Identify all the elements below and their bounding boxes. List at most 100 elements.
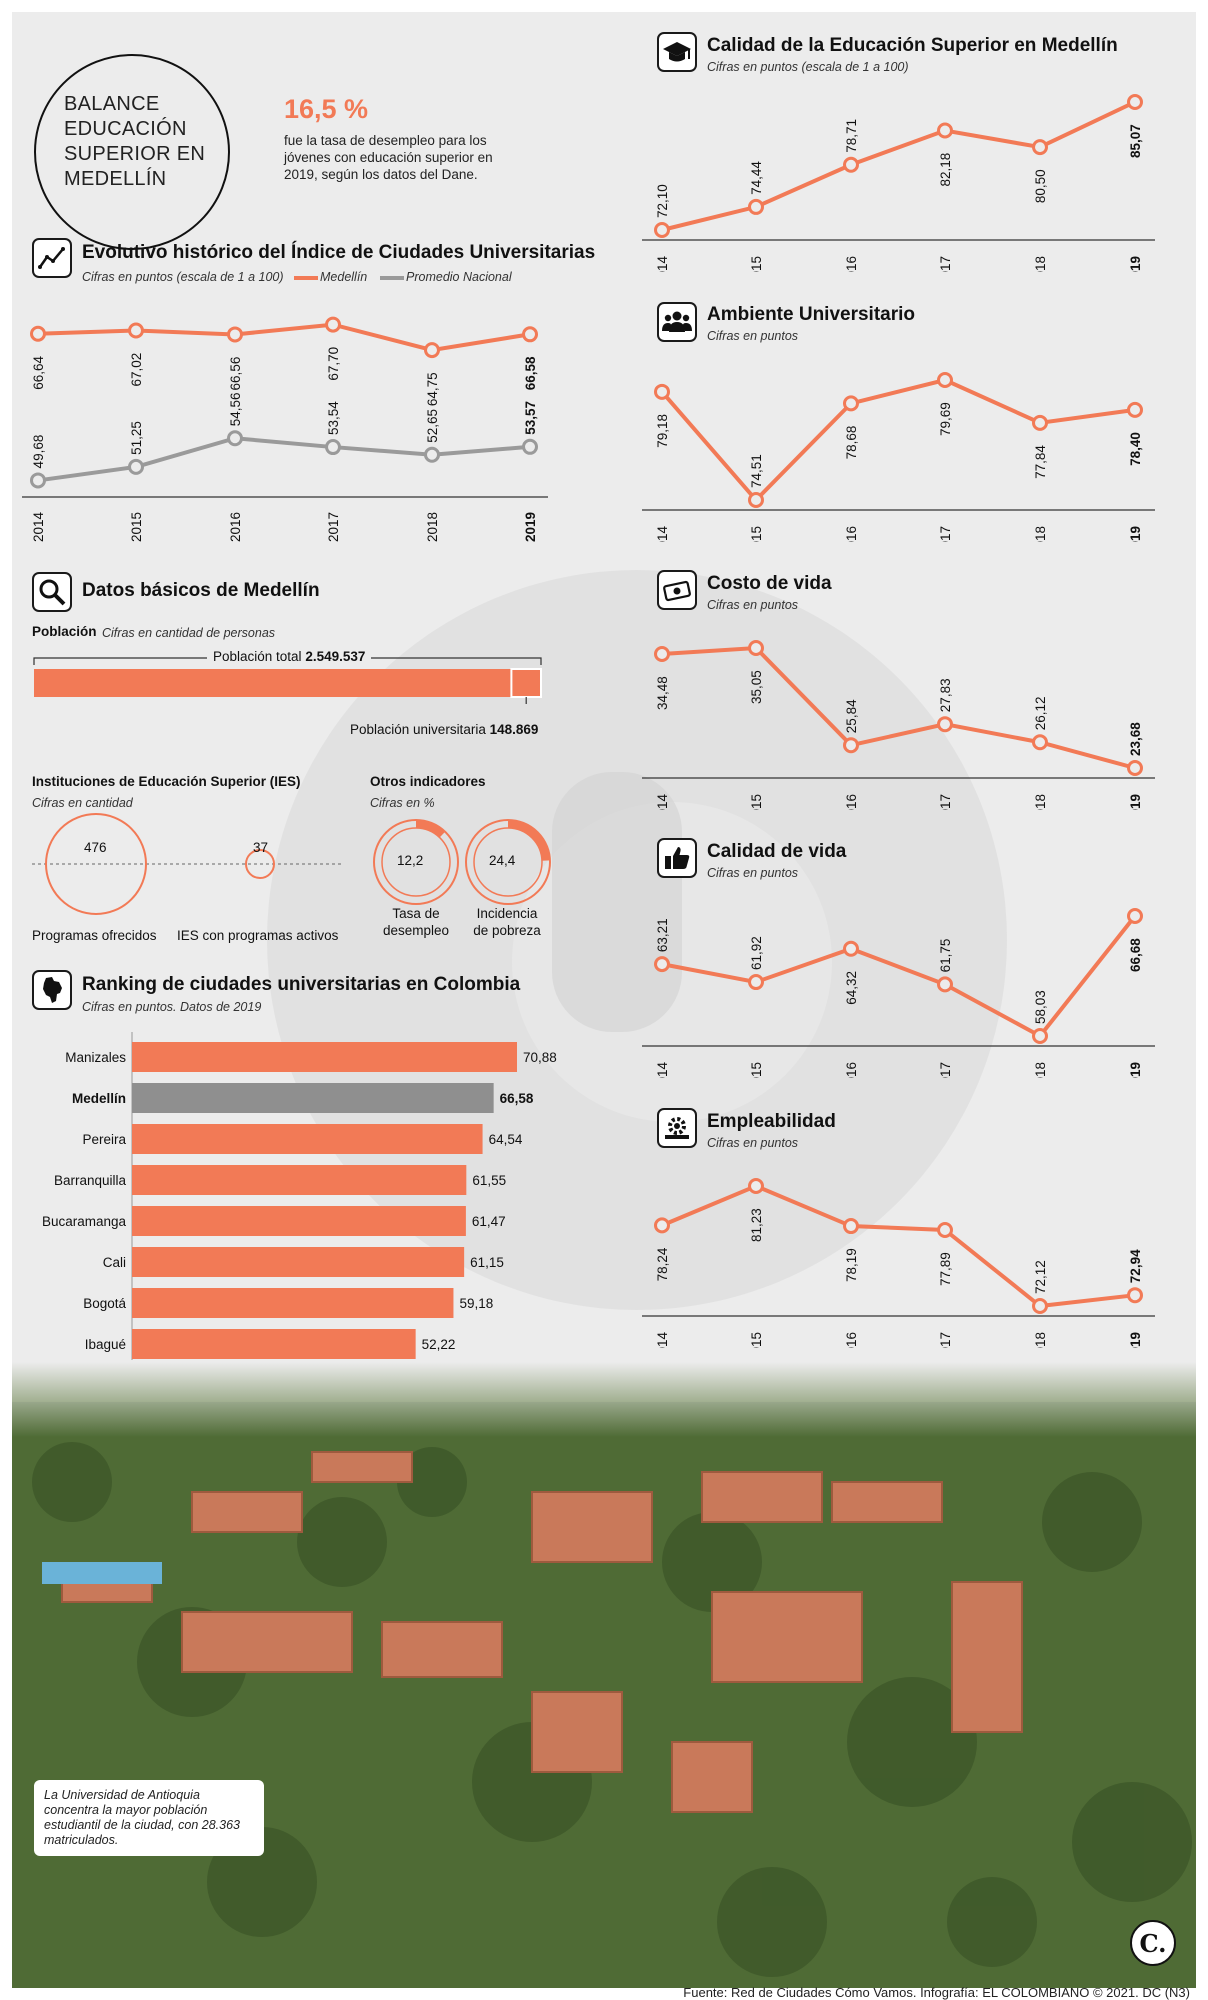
poblacion-universitaria-value: 148.869 (489, 722, 539, 737)
calidad-year-label-2015: 2015 (749, 256, 764, 272)
poblacion-universitaria-text: Población universitaria 148.869 (350, 722, 538, 737)
empleabilidad-point-2017 (937, 1221, 953, 1238)
source-credit: Fuente: Red de Ciudades Cómo Vamos. Info… (683, 1985, 1190, 2000)
evolutivo-point-nacional-2019 (522, 438, 538, 455)
calidadvida-value-label-2014: 63,21 (655, 918, 670, 952)
evolutivo-point-medellin-2018 (424, 342, 440, 359)
costo-point-2015 (748, 640, 764, 656)
costo-year-label-2015: 2015 (749, 794, 764, 810)
people-icon (657, 302, 697, 342)
poblacion-total-bar (34, 669, 541, 697)
evolutivo-subtitle: Cifras en puntos (escala de 1 a 100) (82, 270, 284, 284)
calidad-year-label-2014: 2014 (655, 255, 670, 272)
photo-caption: La Universidad de Antioquia concentra la… (34, 1780, 264, 1856)
ranking-value-Bucaramanga: 61,47 (472, 1214, 506, 1229)
otros-subtitle: Cifras en % (370, 796, 435, 810)
costo-value-label-2019: 23,68 (1128, 722, 1143, 756)
calidadvida-year-label-2018: 2018 (1033, 1062, 1048, 1078)
ambiente-year-label-2018: 2018 (1033, 526, 1048, 542)
ambiente-value-label-2018: 77,84 (1033, 445, 1048, 479)
evolutivo-year-label-2016: 2016 (228, 512, 243, 542)
evolutivo-line-medellin (37, 322, 531, 353)
calidad-year-label-2018: 2018 (1033, 256, 1048, 272)
programas-label: Programas ofrecidos (32, 928, 157, 943)
ies-circle (245, 849, 275, 879)
costo-year-label-2014: 2014 (655, 793, 670, 810)
costo-value-label-2017: 27,83 (938, 678, 953, 712)
ranking-title: Ranking de ciudades universitarias en Co… (82, 974, 521, 995)
datos-title: Datos básicos de Medellín (82, 580, 320, 601)
desempleo-value: 12,2 (397, 853, 424, 868)
ranking-category-Manizales: Manizales (65, 1050, 126, 1065)
calidadvida-chart: 63,21 2014 61,92 2015 64,32 2016 61,75 2017 58,0… (642, 908, 1155, 1078)
calidadvida-value-label-2016: 64,32 (844, 971, 859, 1005)
calidad-value-label-2018: 80,50 (1033, 169, 1048, 203)
ambiente-year-label-2015: 2015 (749, 526, 764, 542)
costo-year-label-2017: 2017 (938, 794, 953, 810)
ambiente-point-2016 (843, 395, 859, 412)
costo-year-label-2019: 2019 (1128, 794, 1143, 810)
evolutivo-point-medellin-2016 (227, 326, 243, 343)
calidad-subtitle: Cifras en puntos (escala de 1 a 100) (707, 60, 909, 74)
evolutivo-point-medellin-2019 (522, 326, 538, 343)
gears-icon (657, 1108, 697, 1148)
infographic-title: BALANCE EDUCACIÓN SUPERIOR EN MEDELLÍN (64, 93, 206, 190)
empleabilidad-series-line (661, 1183, 1136, 1309)
poblacion-total-text: Población total 2.549.537 (207, 649, 372, 664)
pobreza-donut-arc (507, 820, 550, 861)
ies-title: Instituciones de Educación Superior (IES… (32, 774, 301, 789)
calidad-series-line (661, 100, 1136, 232)
costo-title: Costo de vida (707, 573, 832, 594)
calidadvida-year-label-2017: 2017 (938, 1062, 953, 1078)
ranking-bar-Ibagué (132, 1329, 416, 1359)
costo-year-label-2018: 2018 (1033, 794, 1048, 810)
evolutivo-point-nacional-2017 (325, 439, 341, 456)
evolutivo-value-label-nacional-2019: 53,57 (523, 401, 538, 435)
costo-series-line (661, 645, 1136, 770)
ranking-category-Medellín: Medellín (72, 1091, 126, 1106)
costo-value-label-2018: 26,12 (1033, 696, 1048, 730)
costo-value-label-2016: 25,84 (844, 699, 859, 733)
empleabilidad-value-label-2017: 77,89 (938, 1252, 953, 1286)
empleabilidad-value-label-2015: 81,23 (749, 1208, 764, 1242)
programas-value: 476 (84, 840, 107, 855)
ranking-bar-Manizales (132, 1042, 517, 1072)
evolutivo-value-label-nacional-2014: 49,68 (31, 435, 46, 469)
pobreza-value: 24,4 (489, 853, 516, 868)
evolutivo-point-nacional-2016 (227, 430, 243, 447)
calidadvida-value-label-2015: 61,92 (749, 936, 764, 970)
empleabilidad-point-2018 (1032, 1298, 1048, 1314)
evolutivo-year-label-2018: 2018 (425, 512, 440, 542)
campus-aerial-photo (12, 1362, 1196, 1988)
calidad-value-label-2017: 82,18 (938, 153, 953, 187)
legend-swatch-nacional (380, 276, 404, 280)
empleabilidad-point-2016 (843, 1218, 859, 1235)
empleabilidad-year-label-2015: 2015 (749, 1332, 764, 1348)
calidadvida-point-2014 (654, 956, 670, 973)
calidad-value-label-2015: 74,44 (749, 161, 764, 195)
ambiente-series-line (660, 377, 1136, 503)
costo-point-2014 (654, 646, 670, 663)
ranking-subtitle: Cifras en puntos. Datos de 2019 (82, 1000, 262, 1014)
ambiente-value-label-2015: 74,51 (749, 454, 764, 488)
ambiente-subtitle: Cifras en puntos (707, 329, 799, 343)
evolutivo-chart: 66,64 67,02 66,56 67,70 64,75 66,58 49,68 51,25… (22, 316, 548, 542)
infographic-panel: BALANCE EDUCACIÓN SUPERIOR EN MEDELLÍN 1… (12, 12, 1196, 1988)
ambiente-year-label-2016: 2016 (844, 526, 859, 542)
el-colombiano-logo: C. (1130, 1920, 1176, 1966)
ranking-bar-Barranquilla (132, 1165, 467, 1195)
empleabilidad-point-2015 (748, 1178, 764, 1194)
unemployment-highlight-text: fue la tasa de desempleo para los jóvene… (284, 133, 493, 182)
trend-line-icon (32, 238, 72, 278)
ambiente-point-2019 (1127, 401, 1143, 418)
calidadvida-year-label-2015: 2015 (749, 1062, 764, 1078)
desempleo-label-line2: desempleo (382, 923, 450, 938)
calidadvida-title: Calidad de vida (707, 841, 847, 862)
evolutivo-line-nacional (37, 436, 531, 483)
ranking-value-Cali: 61,15 (470, 1255, 504, 1270)
empleabilidad-year-label-2016: 2016 (844, 1332, 859, 1348)
evolutivo-point-nacional-2018 (424, 446, 440, 463)
otros-donuts (373, 819, 551, 905)
calidadvida-point-2019 (1127, 908, 1143, 924)
